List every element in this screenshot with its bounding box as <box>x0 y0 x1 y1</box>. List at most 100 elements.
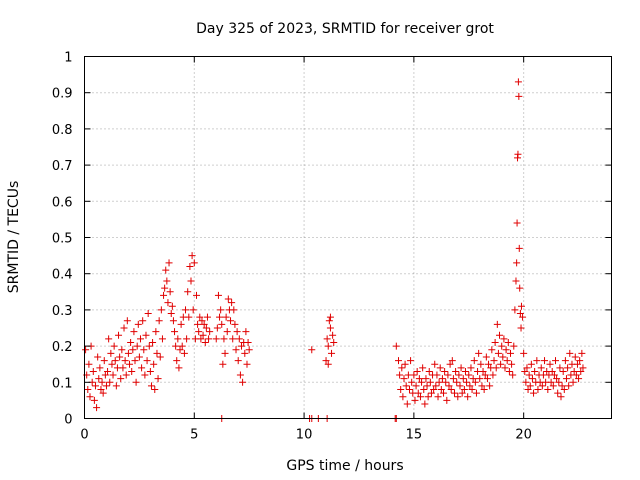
data-point <box>84 386 92 394</box>
data-point <box>178 342 186 350</box>
data-point <box>463 378 471 386</box>
data-point <box>229 335 237 343</box>
data-point <box>510 342 518 350</box>
data-point <box>223 328 231 336</box>
data-point <box>433 371 441 379</box>
x-tick-label: 20 <box>515 428 532 443</box>
data-point <box>169 317 177 325</box>
data-point <box>244 338 252 346</box>
data-point <box>117 375 125 383</box>
data-point <box>468 386 476 394</box>
data-point <box>200 320 208 328</box>
y-tick-label: 0.3 <box>52 304 73 319</box>
data-point <box>205 335 213 343</box>
data-point <box>97 386 105 394</box>
data-point <box>469 375 477 383</box>
data-point <box>482 353 490 361</box>
x-tick-label: 10 <box>296 428 313 443</box>
data-point <box>124 349 132 357</box>
data-point <box>402 382 410 390</box>
data-point <box>216 313 224 321</box>
data-point <box>461 367 469 375</box>
data-point <box>99 389 107 397</box>
data-point <box>577 367 585 375</box>
data-point <box>515 244 523 252</box>
y-tick-label: 0 <box>64 413 72 428</box>
data-point <box>231 320 239 328</box>
data-point <box>549 382 557 390</box>
data-point <box>493 320 501 328</box>
data-point <box>526 382 534 390</box>
data-point <box>465 371 473 379</box>
data-point <box>122 371 130 379</box>
data-point <box>440 389 448 397</box>
data-point <box>488 346 496 354</box>
data-point <box>556 364 564 372</box>
data-point <box>392 342 400 350</box>
data-point <box>135 353 143 361</box>
data-point <box>513 219 521 227</box>
data-point <box>100 357 108 365</box>
data-point <box>400 375 408 383</box>
data-point <box>217 306 225 314</box>
data-point <box>559 367 567 375</box>
data-point <box>541 357 549 365</box>
y-tick-label: 0.7 <box>52 159 73 174</box>
data-point <box>521 367 529 375</box>
data-point <box>475 349 483 357</box>
data-point <box>435 378 443 386</box>
data-point <box>419 364 427 372</box>
y-tick-label: 0.9 <box>52 87 73 102</box>
data-point <box>127 338 135 346</box>
data-point <box>564 364 572 372</box>
x-tick-labels: 0 5 10 15 20 <box>80 428 532 443</box>
y-tick-label: 1 <box>64 51 72 66</box>
data-point <box>538 382 546 390</box>
data-point <box>133 342 141 350</box>
data-point <box>239 378 247 386</box>
data-point <box>514 78 522 86</box>
data-point <box>187 277 195 285</box>
data-point <box>515 92 523 100</box>
x-axis-label: GPS time / hours <box>286 458 403 474</box>
y-tick-labels: 0 0.1 0.2 0.3 0.4 0.5 0.6 0.7 0.8 0.9 1 <box>52 51 73 428</box>
data-point <box>413 367 421 375</box>
data-point <box>486 382 494 390</box>
data-point <box>243 360 251 368</box>
data-point <box>548 367 556 375</box>
data-point <box>500 335 508 343</box>
data-point <box>245 346 253 354</box>
data-point <box>497 360 505 368</box>
data-point <box>162 266 170 274</box>
data-point <box>166 288 174 296</box>
data-point <box>544 386 552 394</box>
data-point <box>190 259 198 267</box>
data-point <box>86 393 94 401</box>
data-point <box>472 389 480 397</box>
data-point <box>199 331 207 339</box>
data-point <box>458 389 466 397</box>
data-point <box>141 371 149 379</box>
data-point <box>110 342 118 350</box>
data-point <box>483 375 491 383</box>
data-point <box>126 360 134 368</box>
y-axis-label: SRMTID / TECUs <box>6 181 22 294</box>
data-point <box>578 349 586 357</box>
data-point <box>214 291 222 299</box>
data-point <box>236 371 244 379</box>
data-point <box>422 375 430 383</box>
data-point <box>194 320 202 328</box>
data-point <box>434 393 442 401</box>
data-point <box>328 349 336 357</box>
data-point <box>449 375 457 383</box>
data-point <box>480 386 488 394</box>
data-point <box>517 302 525 310</box>
data-point <box>523 364 531 372</box>
data-point <box>525 371 533 379</box>
data-point <box>188 252 196 260</box>
data-point <box>116 353 124 361</box>
data-point <box>498 342 506 350</box>
data-point <box>457 364 465 372</box>
data-point <box>121 357 129 365</box>
data-point <box>147 382 155 390</box>
